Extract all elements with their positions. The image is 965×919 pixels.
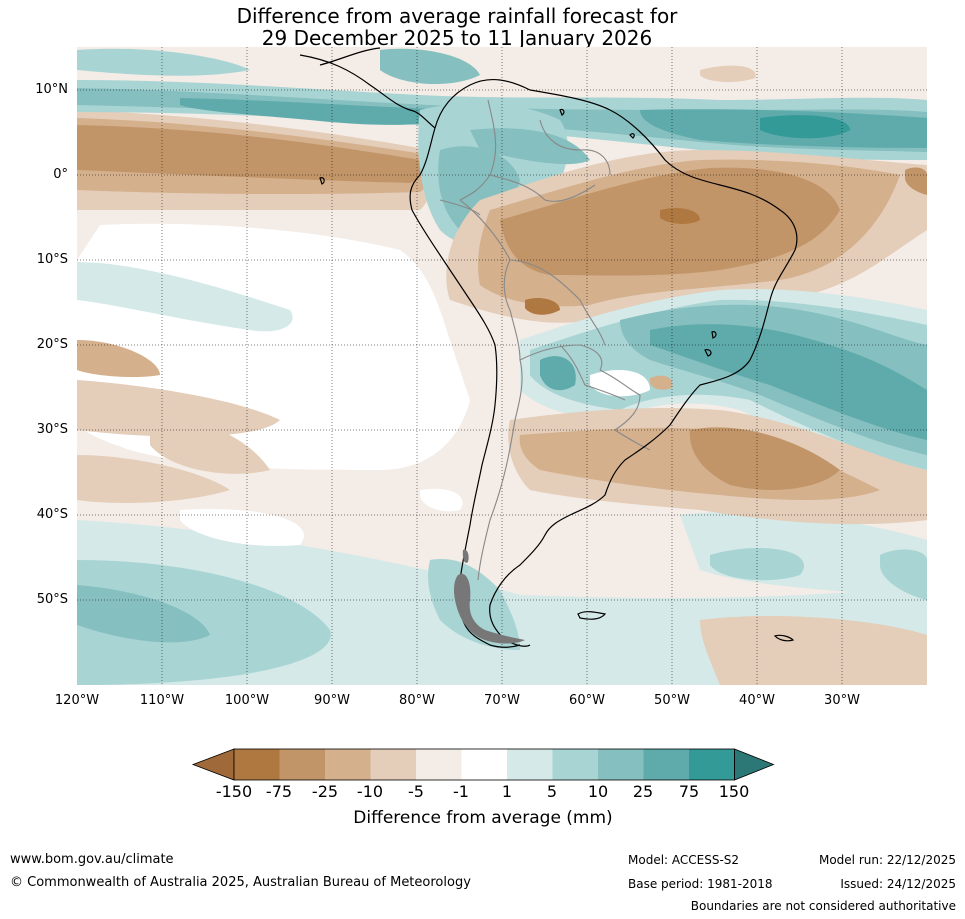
colorbar-swatch — [689, 749, 735, 780]
lon-label-70w: 70°W — [484, 693, 520, 708]
lon-label-40w: 40°W — [739, 693, 775, 708]
copyright-text: © Commonwealth of Australia 2025, Austra… — [10, 875, 471, 890]
lon-label-90w: 90°W — [314, 693, 350, 708]
colorbar-swatch — [598, 749, 644, 780]
lat-label-50s: 50°S — [36, 592, 68, 607]
lat-label-0: 0° — [53, 167, 68, 182]
colorbar-tick: 1 — [501, 782, 513, 801]
colorbar-title: Difference from average (mm) — [353, 808, 613, 828]
map-title-line1: Difference from average rainfall forecas… — [236, 4, 678, 28]
coastlines — [299, 47, 798, 648]
colorbar-frame — [233, 748, 735, 781]
colorbar-tick: -1 — [453, 782, 469, 801]
colorbar-tick: 5 — [546, 782, 558, 801]
colorbar-swatch — [234, 749, 280, 780]
lat-label-30s: 30°S — [36, 422, 68, 437]
colorbar-tick: -5 — [408, 782, 424, 801]
map-gridlines — [77, 47, 927, 685]
colorbar-extend-high — [734, 748, 775, 781]
boundary-disclaimer: Boundaries are not considered authoritat… — [690, 899, 956, 913]
model-name: Model: ACCESS-S2 — [628, 853, 740, 867]
colorbar-tick: -150 — [215, 782, 253, 801]
colorbar-swatch — [643, 749, 689, 780]
colorbar-swatch — [461, 749, 507, 780]
colorbar-swatch — [325, 749, 371, 780]
lat-label-10s: 10°S — [36, 252, 68, 267]
colorbar-swatch — [416, 749, 462, 780]
colorbar — [191, 748, 775, 781]
colorbar-tick: 10 — [587, 782, 609, 801]
lon-label-110w: 110°W — [139, 693, 185, 708]
colorbar-tick: 150 — [718, 782, 750, 801]
base-period: Base period: 1981-2018 — [628, 877, 773, 891]
lon-label-30w: 30°W — [824, 693, 860, 708]
colorbar-tick: -10 — [356, 782, 384, 801]
issued-date: Issued: 24/12/2025 — [840, 877, 956, 891]
map-title-line2: 29 December 2025 to 11 January 2026 — [261, 26, 653, 50]
website-link[interactable]: www.bom.gov.au/climate — [10, 852, 174, 867]
colorbar-tick: -75 — [265, 782, 293, 801]
lon-label-60w: 60°W — [569, 693, 605, 708]
colorbar-swatch — [507, 749, 553, 780]
colorbar-tick: -25 — [311, 782, 339, 801]
patagonia-islands — [454, 549, 525, 644]
country-borders — [439, 99, 651, 581]
lon-label-120w: 120°W — [54, 693, 100, 708]
colorbar-swatch — [370, 749, 416, 780]
colorbar-tick: 75 — [678, 782, 700, 801]
lat-label-20s: 20°S — [36, 337, 68, 352]
lat-label-10n: 10°N — [35, 82, 68, 97]
lon-label-50w: 50°W — [654, 693, 690, 708]
colorbar-tick: 25 — [632, 782, 654, 801]
model-run-date: Model run: 22/12/2025 — [818, 853, 956, 867]
colorbar-swatch — [552, 749, 598, 780]
colorbar-swatch — [279, 749, 325, 780]
lat-label-40s: 40°S — [36, 507, 68, 522]
colorbar-extend-low — [191, 748, 235, 781]
lon-label-100w: 100°W — [224, 693, 270, 708]
lon-label-80w: 80°W — [399, 693, 435, 708]
